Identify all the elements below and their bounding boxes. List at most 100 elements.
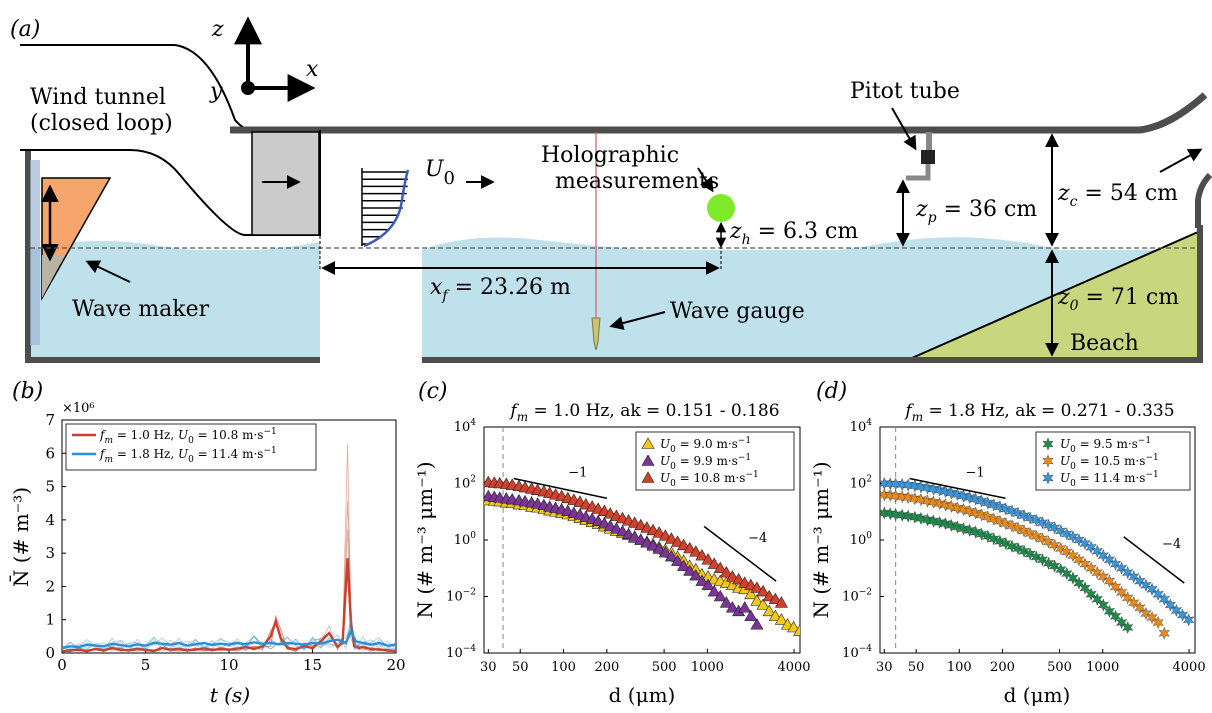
panel-c-point-s2: [750, 618, 764, 630]
panel-b-xtick-label: 15: [303, 656, 322, 674]
panel-d-ytick-label: 102: [850, 475, 872, 492]
panel-b-ytick-label: 0: [45, 644, 55, 662]
panel-b-ytick-label: 6: [45, 444, 55, 462]
panel-d-point-s1: [1085, 587, 1097, 601]
panel-c-point-s2: [652, 542, 666, 554]
panel-d-point-s1: [1109, 609, 1122, 623]
panel-b-xtick-label: 0: [57, 656, 67, 674]
panel-d-point-s3: [1140, 578, 1152, 592]
panel-c-point-s3: [677, 538, 691, 551]
panel-d-slope-line-1: [909, 477, 1006, 500]
panel-d-point-s3: [1134, 574, 1146, 588]
panel-c-point-s3: [756, 584, 770, 597]
panel-c-point-s1: [774, 613, 788, 625]
panel-c-slope-label-1: −1: [568, 465, 587, 480]
panel-d-point-s3: [1170, 603, 1183, 618]
panel-d-point-s2: [1055, 541, 1067, 556]
panel-d-legend-swatch: [1042, 437, 1054, 451]
panel-d-point-s1: [945, 518, 957, 532]
tunnel-outer-left: [20, 44, 1206, 133]
panel-d-point-s2: [1079, 557, 1091, 571]
panel-c-xtick-label: 1000: [691, 660, 724, 675]
panel-d-point-s2: [915, 493, 927, 507]
panel-d-point-s1: [982, 529, 994, 543]
panel-c-label: (c): [418, 379, 448, 404]
panel-c-point-s3: [750, 581, 764, 593]
panel-d-point-s1: [1122, 620, 1134, 635]
z-axis-label: z: [211, 17, 224, 42]
panel-b-xlabel: t (s): [210, 683, 250, 707]
panel-d-point-s1: [1036, 553, 1049, 567]
panel-d-point-s1: [1048, 559, 1061, 573]
panel-d-ytick-label: 100: [850, 531, 873, 548]
panel-c-point-s1: [750, 594, 764, 606]
panel-d-point-s2: [1146, 610, 1158, 625]
panel-c-xtick-label: 30: [480, 660, 497, 675]
panel-d-point-s2: [975, 508, 988, 522]
panel-c-xtick-label: 50: [512, 660, 529, 675]
panel-c-point-s2: [628, 530, 642, 542]
panel-d-xtick-label: 30: [876, 660, 893, 675]
panel-d-point-s1: [1061, 566, 1073, 581]
panel-a-schematic: (a) Beach Wind tunnel (closed loop) Wave…: [10, 16, 1212, 363]
panel-c-point-s2: [689, 568, 703, 581]
panel-d-point-s1: [1024, 547, 1036, 561]
panel-d-point-s3: [982, 496, 994, 510]
panel-c-xtick-label: 4000: [777, 660, 810, 675]
panel-d-point-s2: [902, 490, 914, 505]
panel-d-point-s3: [1067, 530, 1079, 544]
panel-d-point-s3: [1097, 549, 1110, 563]
panel-d-ytick-label: 104: [850, 418, 873, 435]
wave-maker-label: Wave maker: [72, 297, 210, 322]
panel-d-point-s2: [1103, 574, 1116, 588]
panel-c-point-s3: [664, 532, 678, 544]
panel-d-point-s3: [1079, 536, 1091, 551]
panel-d-point-s3: [1122, 566, 1134, 580]
tunnel-exit: [1195, 172, 1212, 228]
panel-d-point-s3: [1091, 544, 1103, 558]
panel-d-point-s3: [1055, 524, 1067, 538]
panel-b-realization: [62, 619, 396, 651]
panel-d-point-s3: [902, 478, 914, 492]
panel-b-realization: [62, 627, 396, 651]
flow-conditioner: [251, 131, 320, 236]
panel-b-legend-entry: fm = 1.8 Hz, U0 = 11.4 m·s−1: [99, 446, 277, 465]
tunnel-inner: [20, 130, 321, 236]
zp-label: zp = 36 cm: [915, 197, 1037, 226]
panel-d-point-s2: [1006, 519, 1018, 533]
panel-c-legend-swatch: [641, 454, 655, 466]
water-right-wave: [422, 237, 1198, 261]
pitot-label: Pitot tube: [850, 79, 960, 104]
panel-c-point-s1: [768, 609, 782, 622]
z0-label: z0 = 71 cm: [1057, 285, 1179, 314]
panel-c-point-s2: [744, 609, 758, 622]
wave-maker-plate: [30, 160, 40, 345]
panel-d-point-s3: [1024, 511, 1036, 525]
panel-b-ylabel: N̄ (# m⁻³): [8, 487, 33, 587]
panel-d-legend-entry: U0 = 9.5 m·s−1: [1060, 436, 1151, 455]
panel-c-legend-entry: U0 = 10.8 m·s−1: [660, 470, 759, 489]
wind-tunnel-label-1: Wind tunnel: [30, 85, 166, 110]
panel-c-slope-label-2: −4: [748, 531, 767, 546]
panel-c-point-s3: [683, 541, 697, 554]
panel-d-point-s3: [994, 500, 1006, 514]
panel-d-point-s2: [1036, 532, 1049, 546]
panel-d-point-s1: [951, 520, 964, 534]
panel-c-point-s2: [677, 559, 691, 571]
panel-d-xtick-label: 4000: [1173, 660, 1206, 675]
panel-d-point-s3: [1006, 504, 1018, 518]
panel-d-xtick-label: 1000: [1086, 660, 1119, 675]
panel-d-point-s1: [975, 527, 988, 541]
panel-c-legend-swatch: [641, 471, 655, 483]
panel-d-point-s2: [982, 510, 994, 524]
panel-d-point-s2: [1085, 561, 1097, 575]
panel-d-point-s1: [927, 514, 940, 528]
panel-c-ytick-label: 100: [454, 531, 477, 548]
panel-c-point-s3: [774, 596, 788, 608]
panel-d-point-s1: [1097, 598, 1110, 612]
holographic-sphere: [707, 194, 735, 222]
panel-d-legend-entry: U0 = 11.4 m·s−1: [1060, 470, 1159, 489]
panel-d: (d) fm = 1.8 Hz, ak = 0.271 - 0.335 30 50…: [809, 379, 1206, 707]
panel-c-slope-line-1: [513, 477, 608, 500]
wave-gauge: [591, 317, 601, 351]
